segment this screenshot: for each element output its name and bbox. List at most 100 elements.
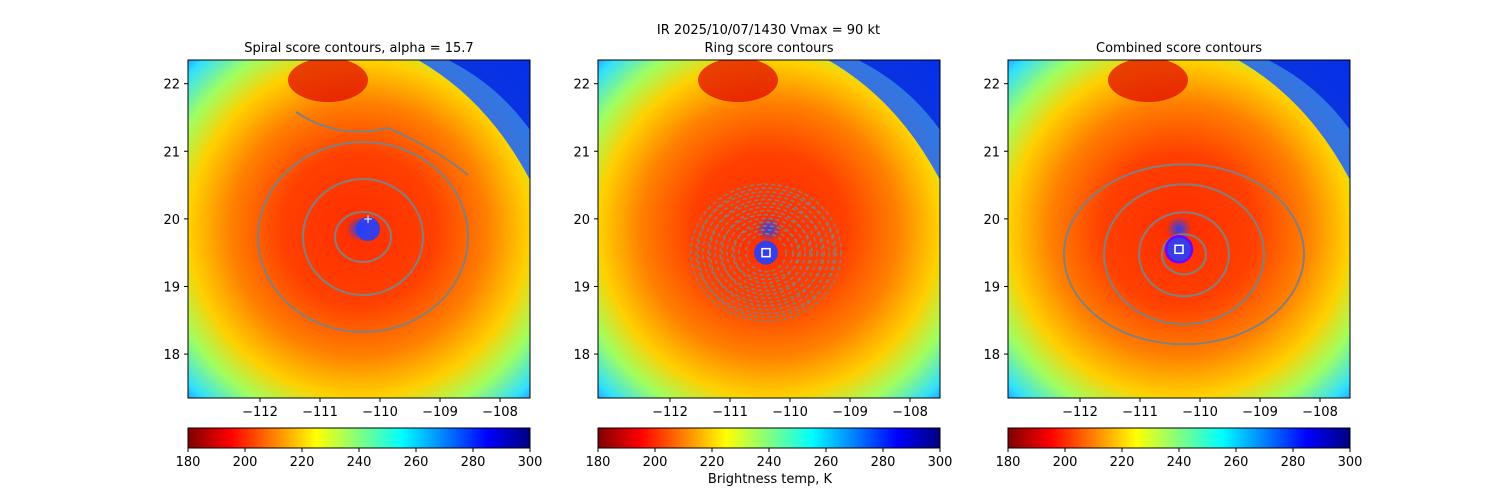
x-tick-label: −109 [832, 405, 868, 420]
panel-3: Combined score contours −112 −111 −110 −109 −… [983, 41, 1362, 470]
y-tick-label: 18 [163, 348, 180, 363]
ring-contour [690, 183, 842, 322]
y-tick-label: 18 [573, 348, 590, 363]
colorbar-tick-label: 200 [233, 455, 258, 470]
cold-band-core [1268, 60, 1350, 130]
ring-contour [702, 194, 830, 311]
colorbar [597, 427, 941, 449]
colorbar-tick-label: 180 [996, 455, 1021, 470]
colorbar-tick-label: 300 [928, 455, 953, 470]
panel-title: Ring score contours [704, 41, 833, 56]
x-tick-label: −108 [892, 405, 928, 420]
contours [690, 183, 842, 322]
y-tick-label: 18 [983, 348, 1000, 363]
colorbar-tick-label: 220 [290, 455, 315, 470]
contour-ring [1103, 183, 1265, 326]
contour-ring [257, 141, 469, 333]
eye-ring [1164, 235, 1194, 264]
ring-contour [707, 202, 825, 303]
colorbar-tick-label: 200 [643, 455, 668, 470]
warm-feature [288, 60, 368, 102]
colorbar [1007, 427, 1351, 449]
colorbar-tick-label: 280 [461, 455, 486, 470]
x-tick-label: −111 [1122, 405, 1158, 420]
ring-contour [733, 221, 799, 284]
x-tick-label: −108 [482, 405, 518, 420]
x-tick-label: −111 [712, 405, 748, 420]
colorbar-tick-label: 280 [1281, 455, 1306, 470]
axes-frame [187, 59, 531, 399]
ring-contour [731, 225, 801, 281]
center-marker [761, 247, 771, 258]
center-marker [1174, 244, 1184, 255]
x-tick-label: −112 [1062, 405, 1098, 420]
y-tick-label: 21 [163, 145, 180, 160]
x-tick-label: −110 [362, 405, 398, 420]
ring-contour [709, 198, 823, 307]
axes-frame [597, 59, 941, 399]
y-tick-label: 19 [573, 280, 590, 295]
contours [257, 111, 469, 333]
panel-title: Spiral score contours, alpha = 15.7 [244, 41, 473, 56]
ir-image [1008, 60, 1350, 398]
center-marker: + [363, 212, 373, 226]
eye [1167, 237, 1191, 262]
colorbar-tick-label: 300 [1338, 455, 1363, 470]
contour-ring [1063, 163, 1305, 346]
colorbar-tick-label: 220 [1110, 455, 1135, 470]
x-tick-label: −112 [652, 405, 688, 420]
x-tick-label: −109 [422, 405, 458, 420]
warm-feature [1108, 60, 1188, 102]
colorbar-tick-label: 200 [1053, 455, 1078, 470]
eye [754, 240, 778, 265]
ring-contour [719, 213, 813, 292]
colorbar-tick-label: 260 [814, 455, 839, 470]
cold-band-core [448, 60, 530, 130]
contour-arc [295, 111, 469, 176]
x-tick-label: −110 [1182, 405, 1218, 420]
panel-title: Combined score contours [1096, 41, 1262, 56]
suptitle: IR 2025/10/07/1430 Vmax = 90 kt [656, 23, 881, 38]
y-tick-label: 21 [573, 145, 590, 160]
panel-1: Spiral score contours, alpha = 15.7 + −112… [163, 41, 542, 470]
y-tick-label: 20 [163, 213, 180, 228]
cold-band-core [858, 60, 940, 130]
contour-ring [1138, 211, 1230, 298]
eye [356, 217, 380, 241]
warm-feature [698, 60, 778, 102]
y-tick-label: 22 [163, 78, 180, 93]
ring-contour [721, 210, 811, 296]
colorbar-label: Brightness temp, K [707, 472, 833, 487]
ring-contour [695, 191, 837, 315]
ir-image [598, 60, 940, 398]
storm-field [598, 60, 940, 398]
y-tick-label: 19 [983, 280, 1000, 295]
y-tick-label: 21 [983, 145, 1000, 160]
ring-contour [726, 217, 806, 288]
colorbar [187, 427, 531, 449]
y-tick-label: 19 [163, 280, 180, 295]
x-tick-label: −108 [1302, 405, 1338, 420]
contour-ring [1161, 233, 1207, 276]
colorbar-tick-label: 180 [586, 455, 611, 470]
y-tick-label: 22 [983, 78, 1000, 93]
contour-ring [302, 178, 424, 296]
x-tick-label: −110 [772, 405, 808, 420]
colorbar-tick-label: 260 [404, 455, 429, 470]
ir-image: + [188, 60, 530, 398]
colorbar-tick-label: 240 [1167, 455, 1192, 470]
contours [1063, 163, 1305, 346]
panel-2: Ring score contours −112 −111 −110 −109 −108 1… [573, 41, 952, 470]
x-tick-label: −112 [242, 405, 278, 420]
axes-frame [1007, 59, 1351, 399]
colorbar-tick-label: 180 [176, 455, 201, 470]
x-tick-label: −111 [302, 405, 338, 420]
y-tick-label: 20 [573, 213, 590, 228]
ring-contour [697, 187, 835, 319]
y-tick-label: 22 [573, 78, 590, 93]
ring-contour [714, 206, 818, 300]
colorbar-tick-label: 240 [347, 455, 372, 470]
colorbar-tick-label: 300 [518, 455, 543, 470]
contour-ring [334, 211, 392, 263]
